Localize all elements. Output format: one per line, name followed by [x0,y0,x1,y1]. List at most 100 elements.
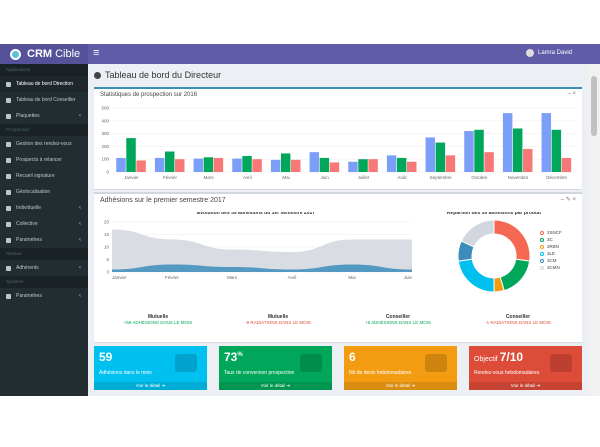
bar [232,158,242,172]
x-tick-label: Avril [288,275,297,280]
sidebar-item-label: Tableau de bord Direction [16,81,73,87]
legend-label: 3RBN [547,244,560,249]
sidebar-header: Système [0,276,88,288]
users-icon [6,265,11,271]
bar [280,153,291,172]
info-box-number: 73% [224,350,243,364]
stats-box-tools[interactable]: – × [567,91,576,97]
stat-item: Mutuelle -9 RADIATIONS DANS LE MOIS [226,314,330,325]
user-icon [6,205,11,211]
pie-chart-title: Répartion des 59 adhésions par produit [447,212,542,216]
adhesions-box-tools[interactable]: – ✎ × [560,197,576,203]
sidebar-item[interactable]: Paramètres ‹ [0,288,88,304]
brand-bold: CRM [27,48,53,60]
page-title-text: Tableau de bord du Directeur [105,70,222,80]
info-box-footer-link[interactable]: Voir le détail ➔ [344,382,457,390]
chevron-left-icon: ‹ [79,265,81,271]
x-tick-label: Mars [204,175,215,180]
info-box[interactable]: Objectif 7/10 Rendez-vous hebdomadaires Vo… [469,346,582,390]
bar [484,152,494,172]
info-box-value: 6 [349,350,356,364]
sidebar-toggle-button[interactable]: ≡ [93,47,100,59]
sidebar-item-label: Prospects à relancer [16,157,62,163]
sidebar-item[interactable]: Géolocalisation [0,184,88,200]
adhesions-box-title: Adhésions sur le premier semestre 2017 [100,197,226,204]
sidebar-item[interactable]: Plaquettes ‹ [0,108,88,124]
info-box-label: Taux de conversion prospection [224,370,295,376]
info-box[interactable]: 6 Nb de devis hebdomadaires Voir le détail… [344,346,457,390]
bar [252,159,262,172]
bar [551,129,562,172]
avatar [525,49,534,57]
pie-slice [460,219,495,248]
y-tick-label: 0 [106,170,109,175]
bar [270,159,281,172]
bar [474,129,484,172]
bar [541,113,552,172]
chevron-left-icon: ‹ [79,293,81,299]
pie-legend: 2SNCF 3C 3RBN 3LE 3CM 3CMN [540,229,562,271]
bar [358,159,368,172]
chevron-left-icon: ‹ [79,237,81,243]
sidebar-item[interactable]: Prospects à relancer [0,152,88,168]
sidebar-item[interactable]: Tableau de bord Conseiller [0,92,88,108]
sidebar-item-label: Paramètres [16,293,42,299]
x-tick-label: Mai [348,275,355,280]
y-tick-label: 5 [106,257,109,262]
info-box-unit: % [237,352,243,358]
legend-item: 3CM [540,257,562,264]
award-icon [300,354,322,372]
bar [435,142,446,172]
x-tick-label: Novembre [508,175,529,180]
brand-rest: Cible [55,48,81,60]
stat-value: +6 ADHÉSIONS DANS LE MOIS [365,320,431,325]
sidebar-item[interactable]: Paramètres ‹ [0,232,88,248]
user-menu[interactable]: Lamra David [525,49,572,57]
sidebar-item[interactable]: Recueil signature [0,168,88,184]
stat-value: -1 RADIATIONS DANS LE MOIS [485,320,551,325]
bar [154,157,165,172]
info-box[interactable]: 59 Adhésions dans le mois Voir le détail ➔ [94,346,207,390]
sidebar: Applications Tableau de bord Direction Tab… [0,64,88,396]
bar [523,148,533,172]
sidebar-item[interactable]: Collective ‹ [0,216,88,232]
x-tick-label: Janvier [112,275,127,280]
legend-item: 3CMN [540,264,562,271]
scrollbar[interactable] [588,64,600,396]
info-box-label: Nb de devis hebdomadaires [349,370,412,376]
logo[interactable]: CRM Cible [0,44,88,64]
bar [126,138,136,172]
bar [164,151,175,172]
x-tick-label: Avril [243,175,252,180]
sidebar-item[interactable]: Adhérents ‹ [0,260,88,276]
scrollbar-thumb[interactable] [591,76,597,136]
legend-item: 3RBN [540,243,562,250]
legend-label: 3C [547,237,553,242]
sidebar-item[interactable]: Tableau de bord Direction [0,76,88,92]
sidebar-item[interactable]: Individuelle ‹ [0,200,88,216]
sidebar-item[interactable]: Gestion des rendez-vous [0,136,88,152]
legend-swatch [540,244,544,249]
x-tick-label: Février [163,175,178,180]
sidebar-header: Applications [0,64,88,76]
sidebar-item-label: Tableau de bord Conseiller [16,97,76,103]
stat-title: Mutuelle [267,314,289,320]
user-plus-icon [175,354,197,372]
info-box-value: 59 [99,350,113,364]
y-tick-label: 20 [104,220,110,225]
info-box-footer-link[interactable]: Voir le détail ➔ [94,382,207,390]
x-tick-label: Juin [321,175,330,180]
bar [502,113,513,172]
sidebar-item-label: Adhérents [16,265,39,271]
stats-row: Mutuelle +59 ADHÉSIONS DANS LE MOIS Mutuel… [94,314,582,338]
info-box[interactable]: 73% Taux de conversion prospection Voir le… [219,346,332,390]
pen-icon [6,173,11,179]
pie-slice [493,219,531,262]
x-tick-label: Juillet [358,175,370,180]
bar-chart: 0 100 200 300 400 500 Janvier Février Mars Avril M… [101,106,576,180]
bar [445,155,456,172]
info-box-footer-link[interactable]: Voir le détail ➔ [219,382,332,390]
y-tick-label: 100 [101,157,109,162]
info-box-footer-link[interactable]: Voir le détail ➔ [469,382,582,390]
legend-item: 3LE [540,250,562,257]
